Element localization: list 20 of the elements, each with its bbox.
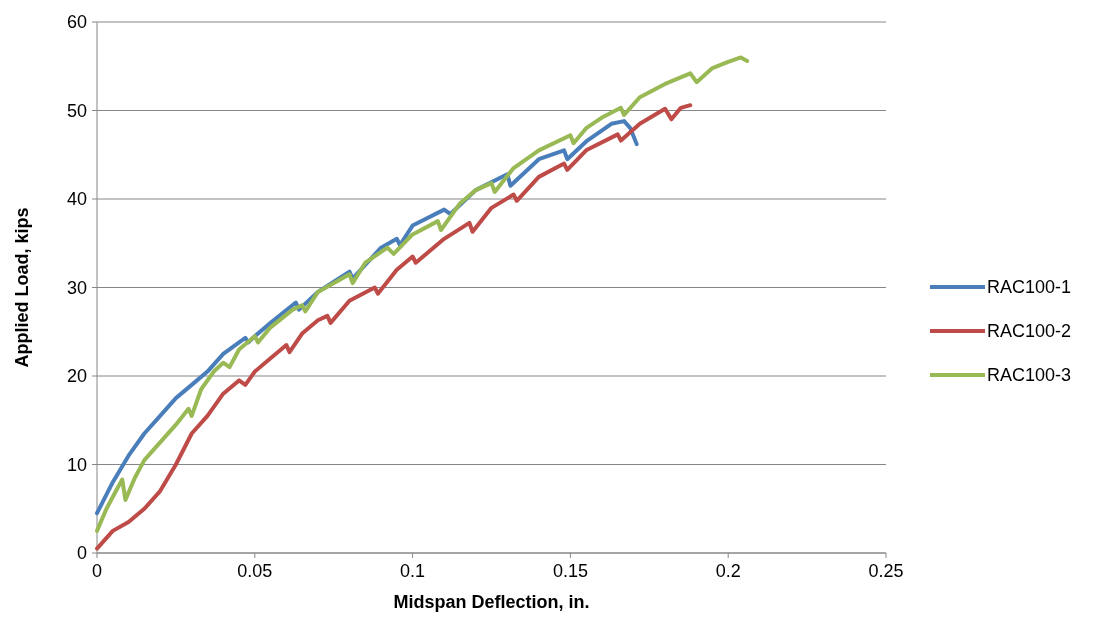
x-tick-label: 0 xyxy=(91,561,103,581)
line-series xyxy=(95,103,693,551)
x-axis-title: Midspan Deflection, in. xyxy=(393,592,590,612)
legend-label: RAC100-2 xyxy=(987,321,1072,342)
y-tick-label: 60 xyxy=(66,12,87,33)
y-tick-label: 20 xyxy=(66,366,87,387)
line-series xyxy=(95,55,750,533)
y-tick-label: 10 xyxy=(66,454,87,475)
x-tick-label: 0.2 xyxy=(715,561,741,581)
x-tick-label: 0.05 xyxy=(237,561,273,581)
y-tick-label: 30 xyxy=(66,277,87,298)
y-axis-title: Applied Load, kips xyxy=(12,207,32,368)
x-tick-label: 0.15 xyxy=(552,561,588,581)
x-tick-label: 0.25 xyxy=(868,561,904,581)
x-tick-label: 0.1 xyxy=(400,561,426,581)
y-tick-label: 0 xyxy=(76,543,87,564)
y-tick-label: 50 xyxy=(66,100,87,121)
legend-label: RAC100-3 xyxy=(987,365,1072,386)
y-tick-label: 40 xyxy=(66,189,87,210)
legend-label: RAC100-1 xyxy=(987,277,1072,298)
